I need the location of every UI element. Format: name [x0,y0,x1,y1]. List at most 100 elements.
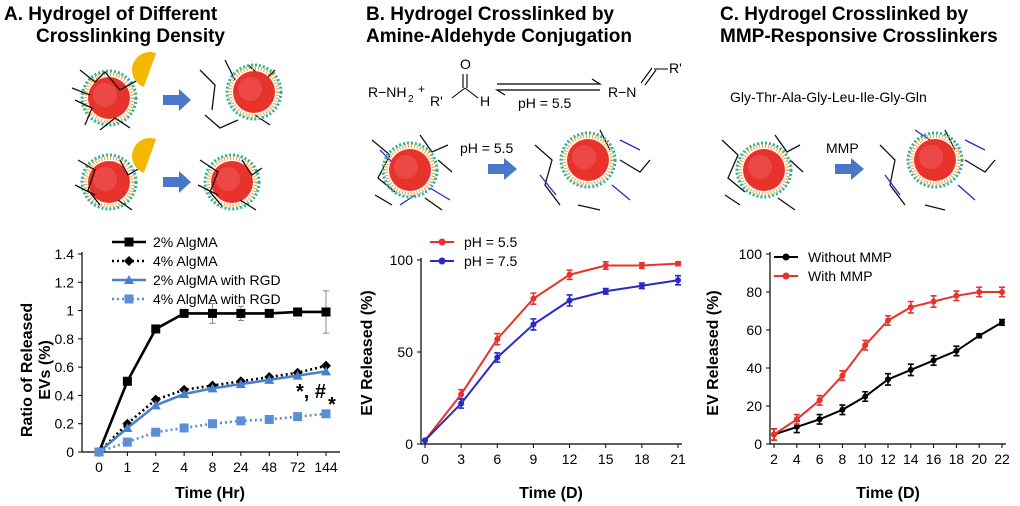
panel-c-title-line1: C. Hydrogel Crosslinked by [720,4,969,25]
chart-a-point [321,360,331,371]
ev-particle-a1 [71,69,139,131]
panel-a-title: A. Hydrogel of Different Crosslinking De… [4,4,225,48]
chart-c-legend-label: With MMP [808,268,873,284]
chart-a-ytick-label: 0.6 [55,359,75,375]
chart-b-point [638,262,645,269]
chart-a-ytick-label: 1 [66,303,74,319]
chart-a-xtick-label: 8 [209,459,217,475]
chart-a-legend-label: 2% AlgMA with RGD [153,272,281,288]
arrow-a1 [163,89,191,111]
chart-a-xtick-label: 2 [152,459,160,475]
panel-b-schematic: R−NH 2 + O R' H pH = 5.5 R−N R' pH = 5.5 [368,56,682,211]
chart-a-point [122,437,132,447]
chart-c-xtick-label: 22 [994,451,1010,467]
chart-b-point [422,437,428,444]
arrow-c [835,158,864,180]
panel-b-title: B. Hydrogel Crosslinked by Amine-Aldehyd… [366,4,632,48]
chart-a-ytick-label: 1.2 [55,274,75,290]
chart-c-xtick-label: 8 [839,451,847,467]
chart-a-ylabel-line2: EVs (%) [37,340,54,400]
chart-a-point [264,414,274,424]
chart-c-legend-marker [782,253,790,261]
chart-a-ytick-label: 0.4 [55,387,75,403]
chart-b-point [494,336,501,343]
chart-c-xtick-label: 20 [971,451,987,467]
ev-particle-c1 [721,134,804,211]
chart-a-ytick-label: 0.2 [55,416,75,432]
chart-a-point [150,400,161,410]
panel-b-title-line1: B. Hydrogel Crosslinked by [366,4,615,25]
chart-a-point [151,324,161,334]
chart-b-point [530,321,537,328]
chart-a-xtick-label: 4 [180,459,188,475]
chart-b-point [638,282,645,289]
chart-a-point [207,383,218,393]
chart-c-point [862,393,869,400]
chart-a-legend: 2% AlgMA 4% AlgMA 2% AlgMA with RGD 4% AlgM… [112,234,281,307]
chart-c-legend-label: Without MMP [808,249,892,265]
chart-c-point [816,397,823,404]
chart-a-point [235,379,246,389]
chart-c-ytick-label: 20 [746,398,762,414]
chart-b-xtick-label: 21 [670,451,686,467]
panel-a-schematic [71,52,283,211]
chart-b-ytick-label: 50 [397,344,413,360]
chart-c-ytick-label: 60 [746,322,762,338]
arrow-b [488,158,517,180]
chart-c-ytick-label: 100 [739,246,763,262]
chart-b-xlabel: Time (D) [519,485,583,502]
chem-aldehyde-r: R' [430,93,443,109]
chart-a-point [321,366,331,376]
chart-a: 00.20.40.60.811.21.40 1 2 4 8 24 48 72 144 2% Al… [19,234,340,502]
chart-a-ytick-label: 0.8 [55,331,75,347]
chart-b-point [602,288,609,295]
ev-particle-a3 [74,153,141,211]
chart-b-xtick-label: 6 [493,451,501,467]
chart-a-point [293,307,303,317]
chart-a-legend-marker [124,237,134,247]
chart-a-point [208,419,217,429]
chart-c-point [793,423,800,430]
chart-a-xtick-label: 72 [290,459,306,475]
chart-a-point [321,307,331,317]
equilibrium-arrow [494,78,603,96]
schematic-condition-b: pH = 5.5 [460,140,514,156]
chart-b-xtick-label: 15 [598,451,614,467]
chart-c-xtick-label: 14 [903,451,919,467]
chart-b-point [602,262,609,269]
ev-particle-b1 [371,134,453,211]
chart-a-legend-label: 4% AlgMA with RGD [153,291,281,307]
panel-a-title-line1: A. Hydrogel of Different [4,4,218,25]
chart-c-point [816,416,823,423]
panel-c-title: C. Hydrogel Crosslinked by MMP-Responsiv… [720,4,998,48]
chart-a-ytick-label: 0 [66,444,74,460]
chart-a-point [122,422,133,432]
chart-c-point [976,332,983,339]
chart-c-point [885,376,891,383]
chart-a-xlabel: Time (Hr) [175,485,245,502]
chart-a-point [94,447,104,457]
chart-a-legend-marker [124,275,134,284]
chart-b-series-line [424,262,679,441]
chart-c-legend-marker [782,272,790,280]
chart-a-xtick-label: 0 [95,459,103,475]
chart-a-legend-label: 2% AlgMA [153,234,218,250]
enzyme-label: MMP [826,140,859,156]
ev-particle-c2 [879,129,996,211]
chart-a-xtick-label: 24 [233,459,249,475]
chart-a-point [179,423,189,433]
chart-a-point [236,308,246,318]
chart-c-ylabel: EV Released (%) [705,290,722,415]
chart-b-xtick-label: 12 [562,451,578,467]
chart-c-point [999,319,1005,326]
chart-a-xtick-label: 1 [123,459,131,475]
chart-b: 0 50 100 0 3 6 9 12 15 18 21 pH = 5.5 pH = 7.5 Time… [359,234,686,502]
chart-c-series-line [773,291,1002,436]
arrow-a2 [163,171,191,193]
aldehyde-bonds [451,74,479,99]
chart-c-point [953,292,960,299]
chart-b-ytick-label: 100 [390,252,414,268]
ev-particle-a2 [199,59,283,129]
chart-b-series [422,260,681,444]
chart-c-point [839,372,846,379]
